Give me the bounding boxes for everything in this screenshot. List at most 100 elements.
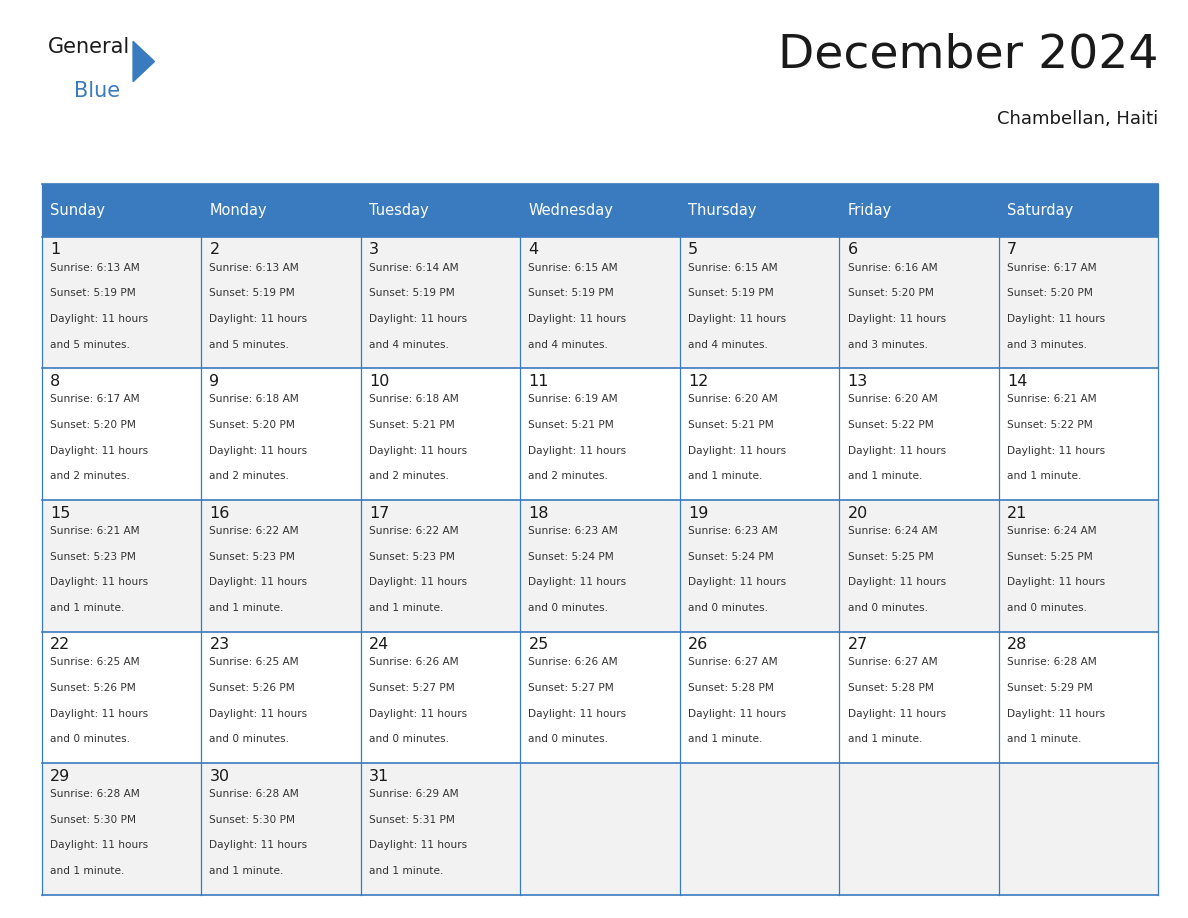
Text: Daylight: 11 hours: Daylight: 11 hours [50,314,148,324]
Text: Sunset: 5:22 PM: Sunset: 5:22 PM [847,420,934,430]
Text: Sunset: 5:25 PM: Sunset: 5:25 PM [1007,552,1093,562]
Text: Sunrise: 6:17 AM: Sunrise: 6:17 AM [50,394,139,404]
Text: Daylight: 11 hours: Daylight: 11 hours [529,445,626,455]
Bar [201,632,361,764]
Text: Daylight: 11 hours: Daylight: 11 hours [209,314,308,324]
Text: Sunrise: 6:14 AM: Sunrise: 6:14 AM [369,263,459,273]
Bar [680,368,839,500]
Text: and 2 minutes.: and 2 minutes. [209,471,290,481]
Text: and 5 minutes.: and 5 minutes. [50,340,129,350]
Text: and 0 minutes.: and 0 minutes. [688,603,767,613]
Bar [42,764,201,895]
Text: 26: 26 [688,637,708,653]
Text: Sunrise: 6:28 AM: Sunrise: 6:28 AM [209,789,299,799]
Text: Daylight: 11 hours: Daylight: 11 hours [688,709,786,719]
Text: and 1 minute.: and 1 minute. [847,471,922,481]
Text: Daylight: 11 hours: Daylight: 11 hours [369,841,467,850]
Text: 27: 27 [847,637,867,653]
Text: Sunset: 5:19 PM: Sunset: 5:19 PM [688,288,773,298]
Text: Sunset: 5:29 PM: Sunset: 5:29 PM [1007,683,1093,693]
Text: and 1 minute.: and 1 minute. [847,734,922,744]
Text: 5: 5 [688,242,699,257]
Text: and 1 minute.: and 1 minute. [369,866,443,876]
Text: Sunset: 5:20 PM: Sunset: 5:20 PM [847,288,934,298]
Text: Sunrise: 6:27 AM: Sunrise: 6:27 AM [847,657,937,667]
Bar [999,368,1158,500]
Text: Sunset: 5:20 PM: Sunset: 5:20 PM [50,420,135,430]
Text: Sunset: 5:21 PM: Sunset: 5:21 PM [688,420,773,430]
Bar [999,500,1158,632]
Text: 18: 18 [529,506,549,521]
Bar [680,184,839,237]
Text: Sunrise: 6:28 AM: Sunrise: 6:28 AM [50,789,140,799]
Bar [361,237,520,368]
Text: Sunset: 5:27 PM: Sunset: 5:27 PM [369,683,455,693]
Text: Sunset: 5:26 PM: Sunset: 5:26 PM [50,683,135,693]
Text: Daylight: 11 hours: Daylight: 11 hours [1007,577,1105,588]
Text: and 0 minutes.: and 0 minutes. [369,734,449,744]
Text: Sunrise: 6:22 AM: Sunrise: 6:22 AM [209,526,299,536]
Text: Sunrise: 6:23 AM: Sunrise: 6:23 AM [529,526,618,536]
Text: Daylight: 11 hours: Daylight: 11 hours [688,577,786,588]
Text: Sunrise: 6:13 AM: Sunrise: 6:13 AM [50,263,140,273]
Text: Sunset: 5:27 PM: Sunset: 5:27 PM [529,683,614,693]
Text: 14: 14 [1007,374,1028,389]
Bar [680,632,839,764]
Text: and 3 minutes.: and 3 minutes. [1007,340,1087,350]
Bar [999,184,1158,237]
Bar [839,632,999,764]
Bar [999,764,1158,895]
Text: Daylight: 11 hours: Daylight: 11 hours [847,709,946,719]
Text: Sunset: 5:22 PM: Sunset: 5:22 PM [1007,420,1093,430]
Text: 6: 6 [847,242,858,257]
Text: Daylight: 11 hours: Daylight: 11 hours [50,841,148,850]
Text: Sunset: 5:19 PM: Sunset: 5:19 PM [529,288,614,298]
Text: 25: 25 [529,637,549,653]
Text: 7: 7 [1007,242,1017,257]
Text: Saturday: Saturday [1007,203,1073,218]
Text: 9: 9 [209,374,220,389]
Text: Friday: Friday [847,203,892,218]
Text: Sunset: 5:20 PM: Sunset: 5:20 PM [209,420,296,430]
Bar [999,237,1158,368]
Text: 28: 28 [1007,637,1028,653]
Bar [520,184,680,237]
Text: Sunrise: 6:21 AM: Sunrise: 6:21 AM [1007,394,1097,404]
Text: and 1 minute.: and 1 minute. [50,866,125,876]
Text: Daylight: 11 hours: Daylight: 11 hours [688,445,786,455]
Bar [839,184,999,237]
Text: Sunday: Sunday [50,203,105,218]
Text: Monday: Monday [209,203,267,218]
Bar [361,764,520,895]
Text: Daylight: 11 hours: Daylight: 11 hours [847,314,946,324]
Text: Sunset: 5:19 PM: Sunset: 5:19 PM [50,288,135,298]
Text: Sunrise: 6:29 AM: Sunrise: 6:29 AM [369,789,459,799]
Text: and 0 minutes.: and 0 minutes. [847,603,928,613]
Text: Daylight: 11 hours: Daylight: 11 hours [209,445,308,455]
Text: Sunset: 5:26 PM: Sunset: 5:26 PM [209,683,295,693]
Text: 22: 22 [50,637,70,653]
Bar [361,184,520,237]
Text: 16: 16 [209,506,229,521]
Text: Sunrise: 6:27 AM: Sunrise: 6:27 AM [688,657,778,667]
Text: and 4 minutes.: and 4 minutes. [688,340,767,350]
Bar [839,368,999,500]
Text: 8: 8 [50,374,61,389]
Text: and 0 minutes.: and 0 minutes. [529,734,608,744]
Text: Sunset: 5:24 PM: Sunset: 5:24 PM [688,552,773,562]
Text: 10: 10 [369,374,390,389]
Text: Sunset: 5:23 PM: Sunset: 5:23 PM [50,552,135,562]
Text: Daylight: 11 hours: Daylight: 11 hours [529,709,626,719]
Text: General: General [48,37,129,57]
Text: Daylight: 11 hours: Daylight: 11 hours [50,445,148,455]
Text: Daylight: 11 hours: Daylight: 11 hours [50,709,148,719]
Bar [361,368,520,500]
Text: 4: 4 [529,242,538,257]
Text: Sunrise: 6:20 AM: Sunrise: 6:20 AM [688,394,778,404]
Text: Sunrise: 6:15 AM: Sunrise: 6:15 AM [688,263,778,273]
Text: Sunrise: 6:15 AM: Sunrise: 6:15 AM [529,263,618,273]
Text: 30: 30 [209,769,229,784]
Text: Sunset: 5:28 PM: Sunset: 5:28 PM [688,683,773,693]
Text: Sunrise: 6:28 AM: Sunrise: 6:28 AM [1007,657,1097,667]
Text: Sunrise: 6:25 AM: Sunrise: 6:25 AM [50,657,139,667]
